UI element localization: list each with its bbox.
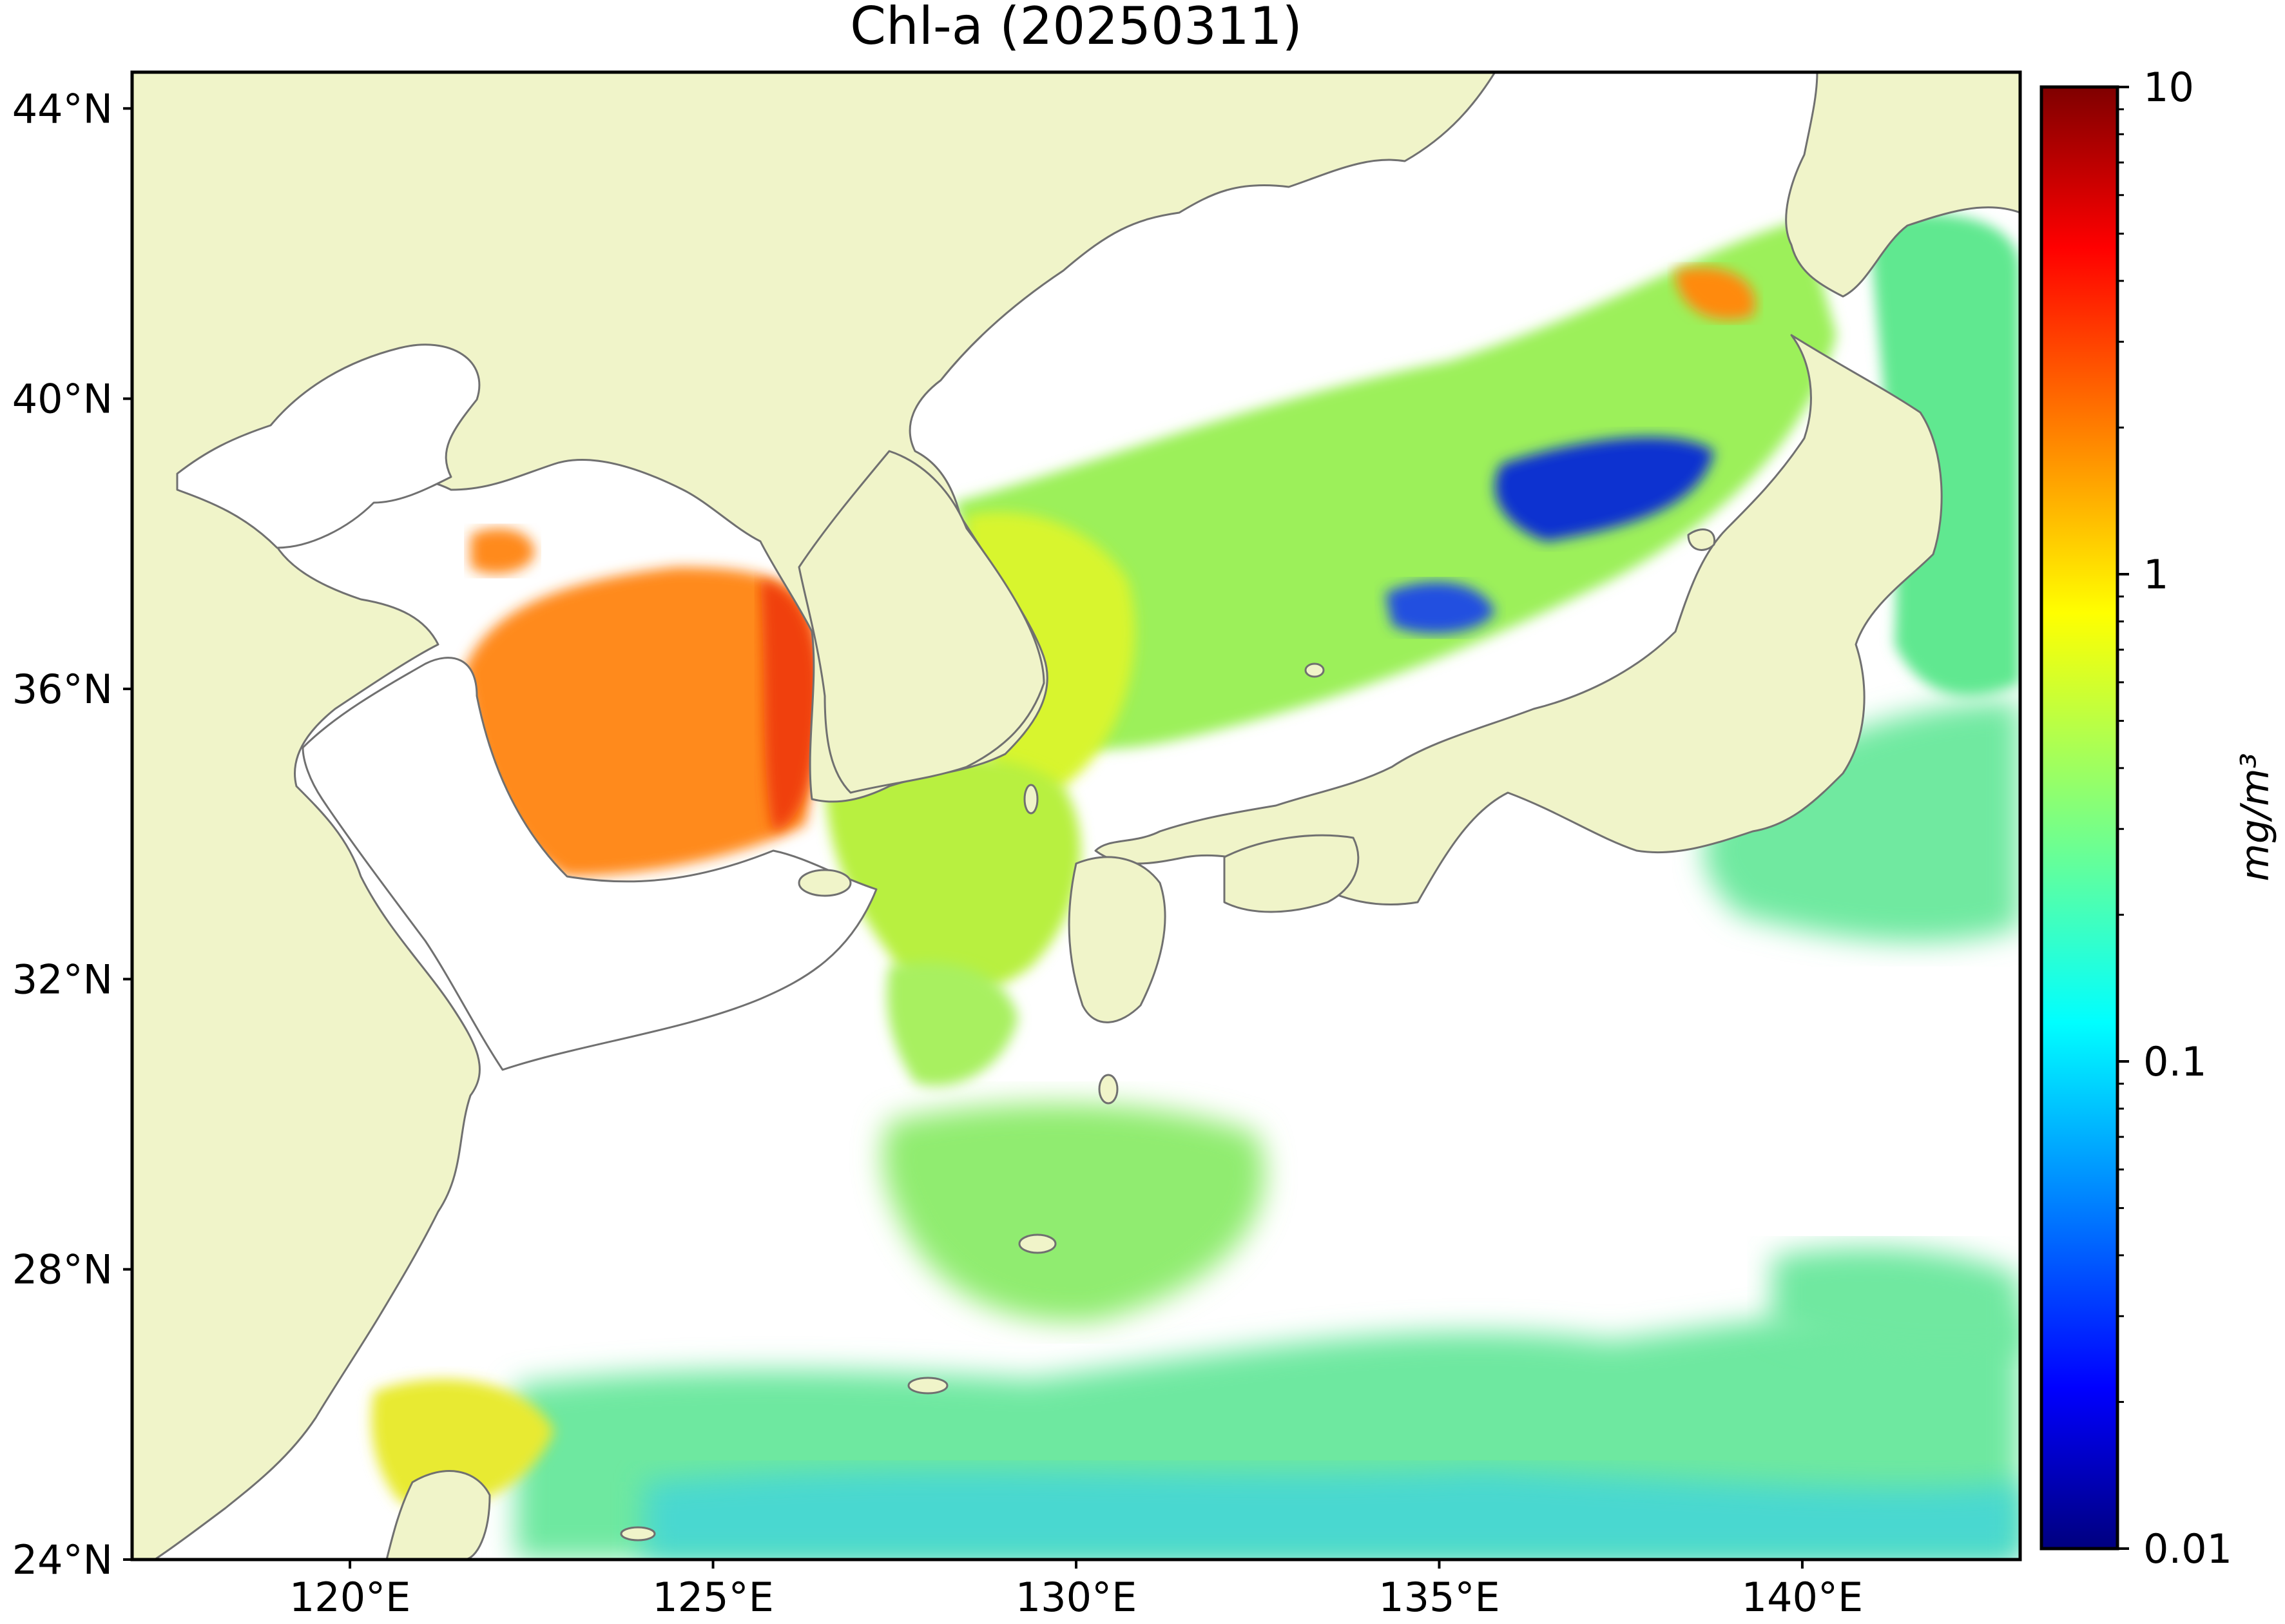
chl-swath-yellow-sea-red [760,580,820,831]
lat-tick-label: 28°N [12,1246,113,1293]
colorbar-tick-label: 0.1 [2143,1038,2207,1085]
lon-tick-label: 125°E [652,1574,774,1621]
lon-tick-label: 120°E [289,1574,411,1621]
chl-orange-patch-hokkaido [1675,267,1755,320]
land-shikoku [1223,834,1360,913]
colorbar: 10 1 0.1 0.01 mg/m³ [2039,64,2278,1572]
lat-tick-label: 24°N [12,1536,113,1583]
land-taiwan [385,1470,491,1560]
land-tsushima-island [1023,784,1039,815]
land-yaeyama-island [620,1526,656,1542]
chl-bohai-patch [470,528,535,574]
lon-tick-label: 140°E [1742,1574,1864,1621]
chl-taiwan-strait-yellow [371,1379,554,1508]
chl-blue-patch [1494,437,1714,541]
land-tanegashima-island [1098,1074,1119,1105]
lat-tick-label: 40°N [12,376,113,423]
chl-swath-east-sea [954,219,1837,749]
lat-tick-label: 36°N [12,666,113,713]
land-korean-peninsula [798,450,1045,794]
colorbar-tick-label: 1 [2143,551,2168,598]
yellow-sea-water [302,657,878,1071]
land-kyushu [1068,856,1166,1023]
lon-tick-label: 135°E [1378,1574,1500,1621]
lon-tick-label: 130°E [1016,1574,1137,1621]
colorbar-label: mg/m³ [2233,753,2278,881]
chl-korea-strait [825,755,1081,994]
chl-east-china-sea-patch [887,962,1018,1087]
land-oki-island [1304,662,1325,678]
land-hokkaido [1785,72,2020,298]
chl-south-patch-okinawa [882,1103,1265,1322]
chl-south-band-cyan [644,1469,2020,1560]
lat-tick-label: 32°N [12,956,113,1003]
chl-south-east-pacific [1772,1247,2020,1358]
colorbar-tick-label: 10 [2143,64,2194,111]
bohai-sea-water [176,343,481,549]
map-plot-area [132,72,2020,1560]
land-amami-island [1018,1233,1057,1254]
land-layer [132,72,2020,1560]
lat-tick-label: 44°N [12,85,113,132]
longitude-axis: 120°E 125°E 130°E 135°E 140°E [289,1560,1863,1621]
colorbar-gradient [2039,85,2119,1551]
land-asian-mainland [132,72,1496,1560]
land-okinawa-island [907,1377,949,1395]
chl-blue-patch-2 [1385,582,1495,634]
land-sado-island [1687,528,1716,551]
colorbar-ticks: 10 1 0.1 0.01 [2117,64,2232,1572]
latitude-axis: 44°N 40°N 36°N 32°N 28°N 24°N [12,85,132,1583]
land-jeju-island [798,869,852,897]
chl-swath-yellow-sea [464,567,818,876]
map-title: Chl-a (20250311) [850,0,1302,56]
colorbar-tick-label: 0.01 [2143,1525,2232,1572]
